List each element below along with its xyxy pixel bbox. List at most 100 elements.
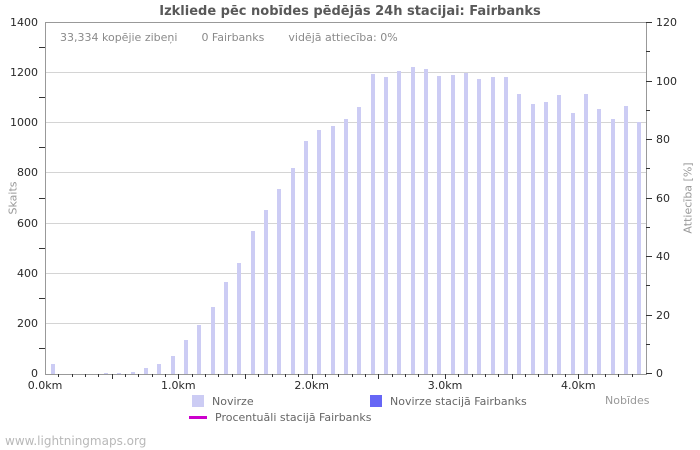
x-tick-2.9km	[431, 374, 433, 377]
x-tick-3.8km	[551, 374, 553, 377]
bar-novirze-0.9km	[170, 355, 175, 374]
bar-novirze-0.8km	[157, 363, 162, 374]
y-right-major-tick-0	[646, 373, 652, 374]
bar-novirze-1.9km	[304, 140, 308, 374]
y-right-label-0: 0	[656, 367, 663, 380]
y-right-minor-tick-50	[646, 226, 650, 228]
bar-novirze-2.0km	[317, 130, 322, 374]
percent-line-swatch-icon	[189, 416, 207, 419]
watermark: www.lightningmaps.org	[5, 434, 147, 448]
bar-novirze-2.3km	[357, 106, 362, 374]
x-label-0.0km: 0.0km	[27, 379, 63, 392]
bar-novirze-1.2km	[210, 307, 215, 374]
x-tick-1.4km	[231, 374, 233, 377]
x-tick-3.3km	[485, 374, 486, 377]
x-tick-0.2km	[71, 374, 73, 377]
legend-item-procentuali: Procentuāli stacijā Fairbanks	[189, 411, 372, 424]
y-left-minor-tick-500	[39, 247, 45, 249]
y-right-major-tick-20	[646, 314, 652, 316]
novirze-stacija-swatch-icon	[370, 395, 382, 407]
x-tick-1.7km	[271, 374, 273, 377]
legend-label: Novirze	[212, 395, 254, 408]
y-right-minor-tick-110	[646, 51, 650, 53]
bar-novirze-3.2km	[477, 79, 482, 374]
x-tick-1.1km	[191, 374, 193, 377]
bar-novirze-1.5km	[250, 230, 255, 374]
right-axis-title: Attiecība [%]	[681, 162, 695, 234]
x-tick-2.6km	[391, 374, 393, 377]
x-label-4.0km: 4.0km	[561, 379, 596, 392]
bar-novirze-3.9km	[570, 112, 575, 374]
y-left-label-1200: 1200	[10, 66, 38, 80]
bar-novirze-1.0km	[184, 340, 188, 374]
bar-novirze-0.6km	[130, 372, 135, 374]
x-tick-2.2km	[338, 374, 340, 377]
bar-novirze-0.4km	[104, 373, 108, 374]
bar-novirze-4.1km	[597, 108, 602, 374]
x-tick-3.6km	[525, 374, 526, 377]
y-right-major-tick-60	[646, 197, 652, 199]
y-left-minor-tick-1100	[39, 97, 45, 99]
bar-novirze-2.2km	[344, 119, 348, 374]
bar-novirze-4.0km	[584, 94, 588, 374]
bar-novirze-2.9km	[437, 75, 442, 374]
bar-novirze-3.7km	[544, 101, 548, 374]
x-tick-3.0km	[445, 374, 446, 379]
x-tick-2.5km	[378, 374, 380, 379]
y-right-label-120: 120	[656, 16, 677, 29]
y-right-major-tick-100	[646, 80, 652, 82]
bar-novirze-2.4km	[370, 74, 375, 374]
x-label-3.0km: 3.0km	[427, 379, 463, 392]
y-right-minor-tick-10	[646, 343, 650, 345]
bar-novirze-1.8km	[290, 168, 295, 374]
x-tick-4.4km	[631, 374, 633, 377]
x-tick-0.3km	[85, 374, 86, 377]
y-right-label-100: 100	[656, 74, 677, 88]
legend-item-novirze-stacija: Novirze stacijā Fairbanks	[370, 395, 527, 408]
y-left-label-200: 200	[17, 316, 38, 330]
bar-novirze-3.4km	[504, 77, 508, 374]
bar-novirze-4.3km	[624, 106, 628, 374]
y-left-minor-tick-300	[39, 297, 45, 299]
x-tick-0.9km	[165, 374, 166, 377]
x-tick-0.8km	[151, 374, 153, 377]
x-tick-2.3km	[351, 374, 353, 377]
x-tick-4.2km	[605, 374, 606, 377]
bar-novirze-2.8km	[424, 68, 428, 374]
x-tick-4.3km	[618, 374, 620, 377]
y-left-label-1400: 1400	[10, 16, 38, 29]
y-right-major-tick-40	[646, 256, 652, 257]
summary-stats: 33,334 kopējie zibeņi 0 Fairbanks vidējā a…	[60, 31, 422, 44]
y-right-minor-tick-90	[646, 109, 650, 111]
bar-novirze-0.5km	[117, 372, 122, 374]
bar-novirze-1.6km	[264, 209, 268, 374]
y-right-label-60: 60	[656, 191, 670, 205]
y-left-label-400: 400	[17, 266, 38, 280]
y-left-minor-tick-900	[39, 147, 45, 149]
x-tick-3.7km	[538, 374, 540, 377]
bar-novirze-3.1km	[464, 72, 468, 374]
bar-novirze-3.0km	[450, 75, 455, 374]
bar-novirze-3.3km	[490, 76, 495, 374]
bar-novirze-4.4km	[637, 122, 642, 374]
x-tick-4.1km	[591, 374, 593, 377]
x-tick-2.4km	[365, 374, 366, 377]
y-right-minor-tick-70	[646, 168, 650, 170]
x-tick-1.8km	[285, 374, 286, 377]
novirze-swatch-icon	[192, 395, 204, 407]
y-right-label-20: 20	[656, 308, 670, 322]
x-axis-title: Nobīdes	[605, 394, 650, 407]
x-tick-1.0km	[178, 374, 180, 379]
y-left-minor-tick-700	[39, 197, 45, 199]
x-tick-1.6km	[258, 374, 260, 377]
bar-novirze-2.5km	[384, 77, 388, 374]
x-tick-0.1km	[58, 374, 60, 377]
x-label-1.0km: 1.0km	[161, 379, 196, 392]
bar-novirze-1.3km	[224, 282, 228, 374]
x-tick-3.1km	[458, 374, 460, 377]
x-tick-4.0km	[578, 374, 580, 379]
y-left-label-0: 0	[31, 367, 38, 380]
y-right-label-80: 80	[656, 133, 670, 146]
x-label-2.0km: 2.0km	[294, 379, 329, 392]
